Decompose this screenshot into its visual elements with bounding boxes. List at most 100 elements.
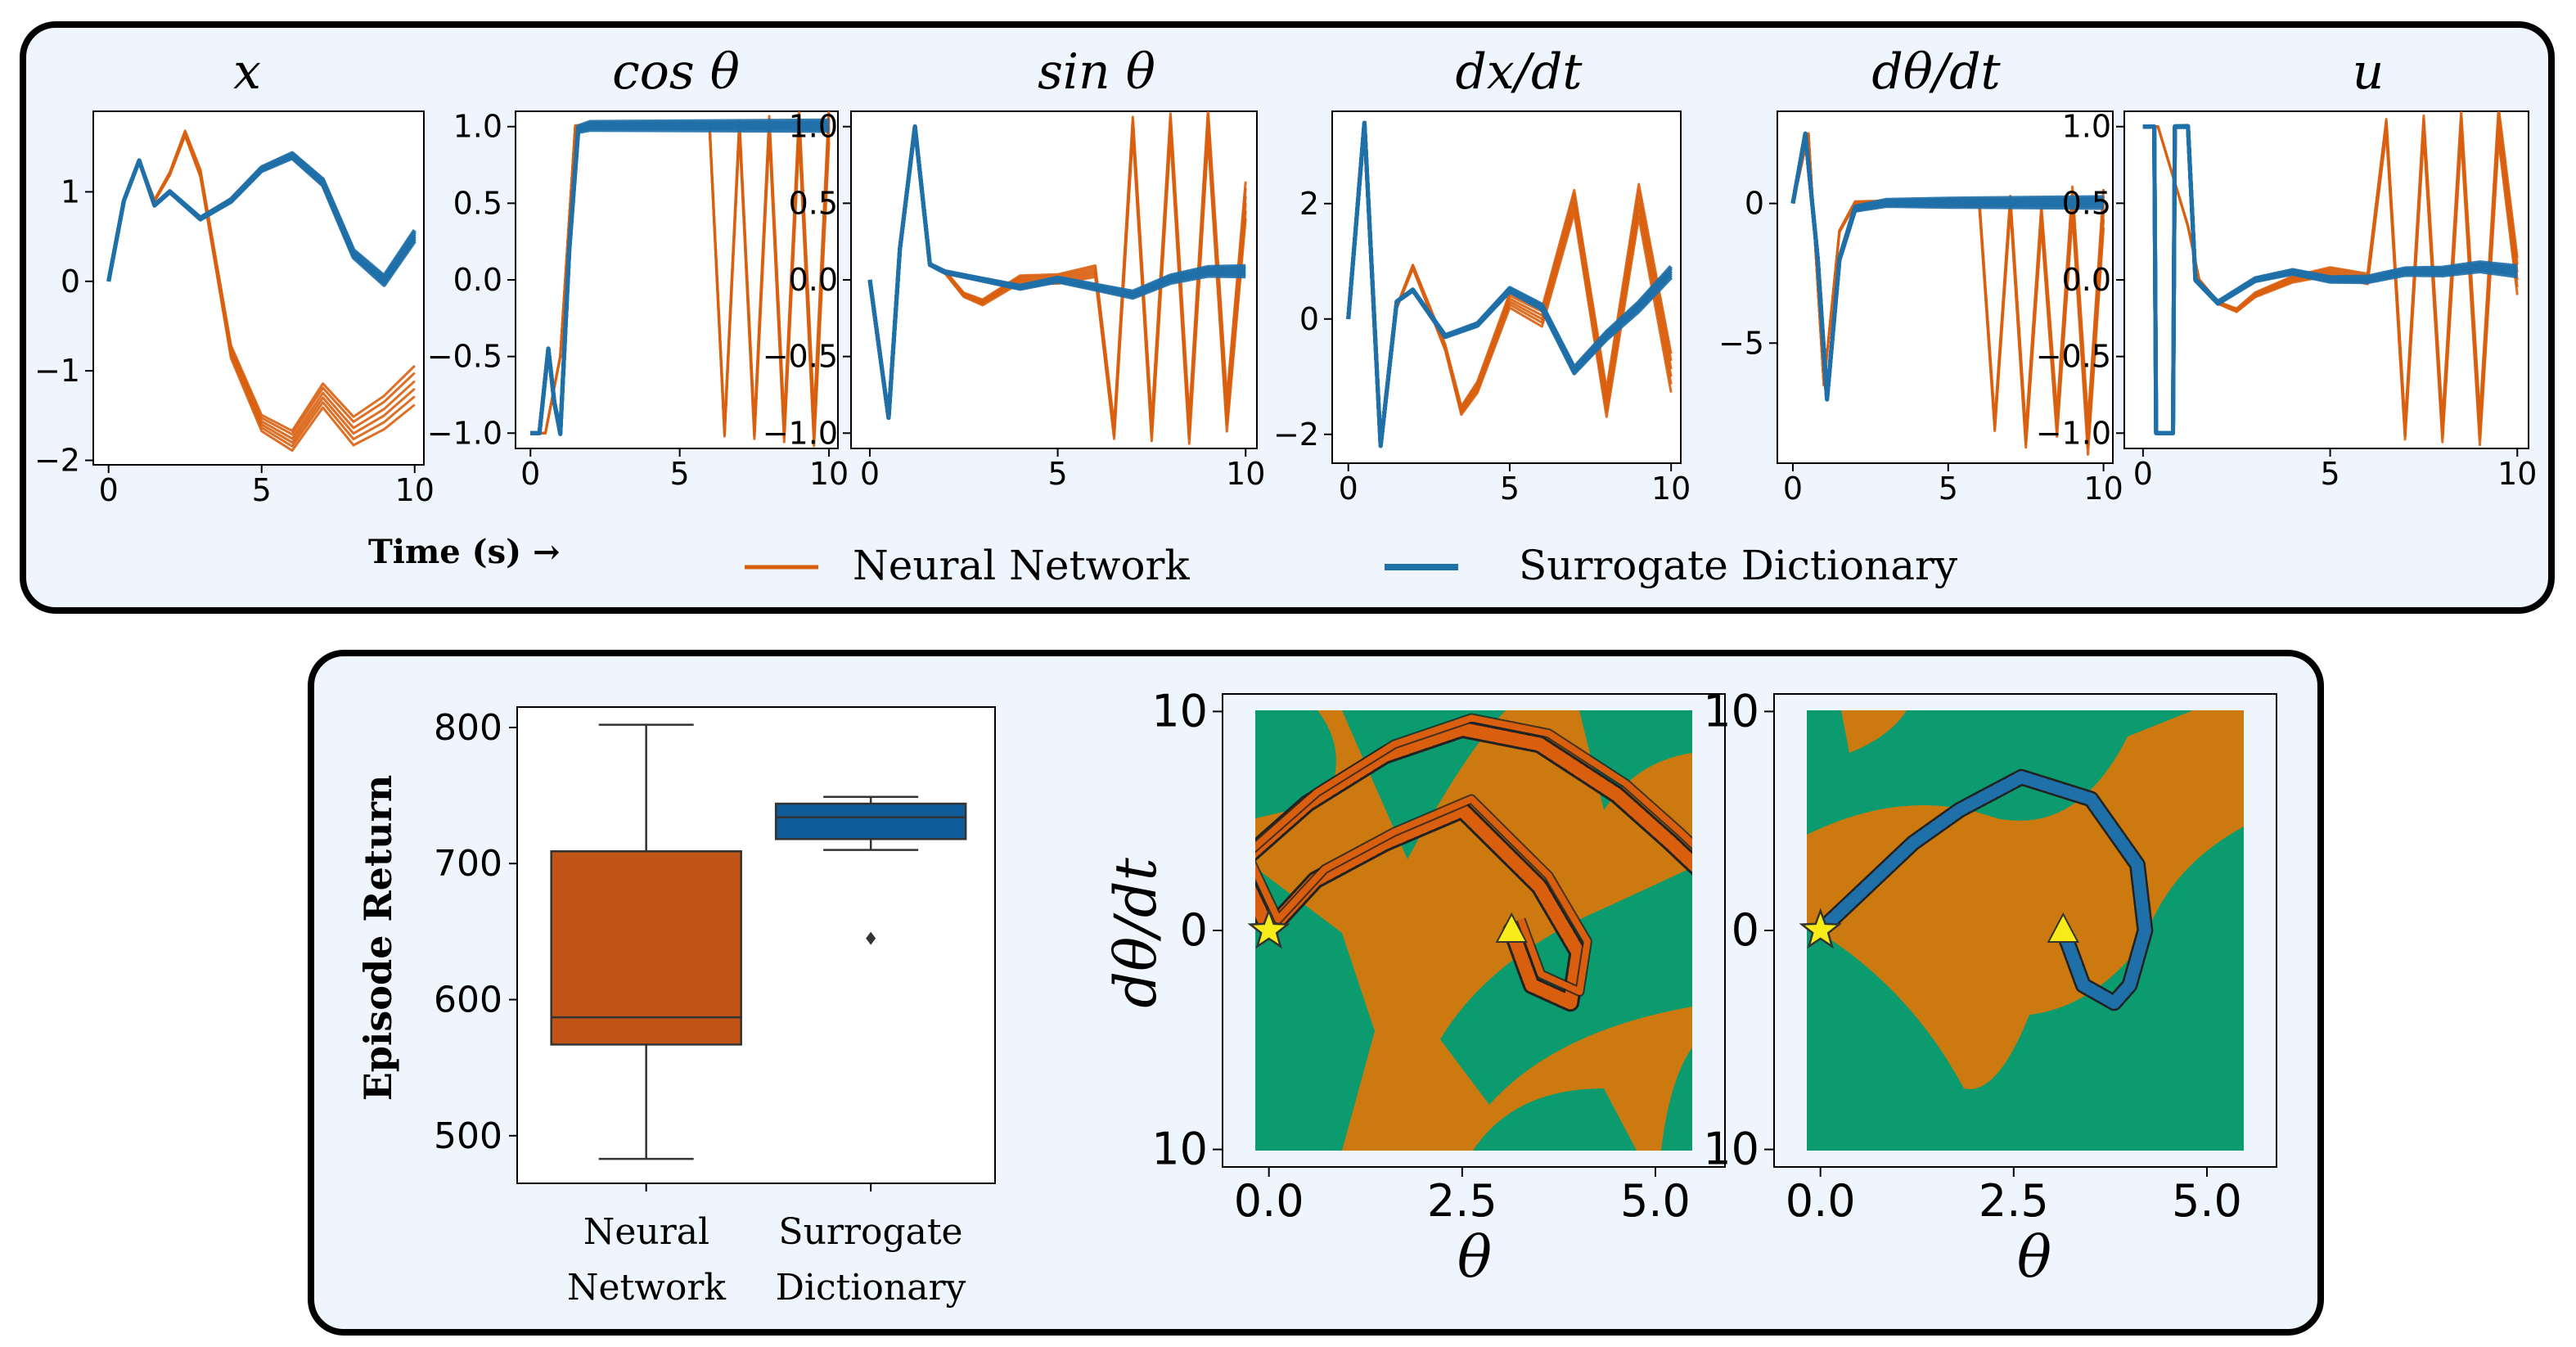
- y-tick-label: 0: [1732, 904, 1759, 956]
- x-tick-label: 5.0: [2172, 1175, 2242, 1227]
- x-tick-label: 5: [670, 456, 690, 492]
- subplot-x-title: x: [233, 43, 261, 101]
- y-tick-label: 700: [434, 843, 502, 885]
- y-tick-label: −0.5: [763, 339, 838, 375]
- x-tick-label: 2.5: [1427, 1175, 1497, 1227]
- y-tick-label: −0.5: [427, 339, 502, 375]
- subplot-lines: [530, 111, 831, 448]
- phase-neural-plot: 0.0 2.5 5.0 10 0 10: [1151, 685, 1726, 1227]
- x-tick-label: 10: [2083, 471, 2123, 507]
- goal-star-marker: [1247, 908, 1290, 949]
- subplot-u-title: u: [2353, 43, 2385, 101]
- y-tick-label: 600: [434, 980, 502, 1021]
- x-tick-label: 0: [1783, 471, 1803, 507]
- subplot-u-plot: 0 5 10 1.0 0.5 0.0 −0.5 −1.0: [2036, 109, 2538, 492]
- series-line-neural: [2142, 111, 2519, 426]
- phase-neural-ylabel: dθ/dt: [1102, 857, 1169, 1007]
- trajectory-line: [1814, 771, 2151, 1009]
- y-tick-label: 0.0: [2062, 262, 2111, 298]
- x-tick-label: 5: [1500, 471, 1520, 507]
- y-tick-label: −5: [1718, 325, 1764, 361]
- boxplot-plot: 800 700 600 500: [434, 706, 996, 1192]
- y-tick-label: −1.0: [763, 415, 838, 451]
- phase-trajectory: [1812, 768, 2154, 1011]
- x-tick-label: 5: [1047, 456, 1067, 492]
- subplot-u: u 0 5 10 1.0 0.5 0.0 −0.5 −1.0: [2036, 43, 2538, 492]
- y-tick-label: 10: [1703, 685, 1759, 737]
- x-tick-label: 5.0: [1620, 1175, 1691, 1227]
- y-tick-label: 800: [434, 707, 502, 749]
- phase-neural-green-bottom-mid: [1473, 1088, 1637, 1151]
- x-tick-label: 10: [2497, 456, 2537, 492]
- y-tick-label: −2: [1273, 417, 1319, 453]
- start-triangle-marker: [1495, 912, 1528, 943]
- subplot-sin-theta-plot: 0 5 10 1.0 0.5 0.0 −0.5 −1.0: [763, 109, 1266, 492]
- phase-neural-green-left-band: [1255, 867, 1375, 1151]
- subplot-lines: [1790, 131, 2105, 456]
- boxplot-category-neural-line1: Neural: [583, 1211, 709, 1253]
- subplot-lines: [1346, 120, 1673, 448]
- y-tick-label: 0: [1299, 301, 1319, 337]
- y-tick-label: 0: [61, 264, 80, 300]
- x-tick-label: 0: [99, 472, 119, 508]
- x-tick-label: 10: [809, 456, 849, 492]
- subplot-lines: [867, 111, 1247, 445]
- x-tick-label: 0.0: [1234, 1175, 1304, 1227]
- subplot-lines: [2142, 111, 2519, 447]
- series-line-neural: [530, 111, 831, 435]
- x-tick-label: 5: [252, 472, 272, 508]
- phase-surrogate-orange-top-left: [1841, 710, 1907, 753]
- y-tick-label: 0: [1745, 186, 1764, 222]
- phase-neural-green-bottom-right: [1661, 1047, 1692, 1151]
- x-tick-label: 10: [1226, 456, 1265, 492]
- phase-surrogate-orange-regions: [1807, 710, 2244, 1089]
- y-tick-label: −1: [34, 353, 80, 389]
- y-tick-label: 1.0: [789, 109, 838, 145]
- subplot-cos-theta-title: cos θ: [612, 43, 740, 101]
- phase-surrogate-orange-band: [1807, 710, 2244, 1089]
- phase-surrogate-xlabel: θ: [2017, 1223, 2051, 1291]
- x-tick-label: 5: [2320, 456, 2340, 492]
- x-tick-label: 2.5: [1979, 1175, 2049, 1227]
- y-tick-label: −0.5: [2036, 339, 2111, 375]
- x-tick-label: 5: [1939, 471, 1958, 507]
- y-tick-label: −2: [34, 443, 80, 479]
- y-tick-label: 10: [1151, 685, 1208, 737]
- series-line-surrogate: [1790, 131, 2104, 400]
- y-tick-label: −1.0: [427, 415, 502, 451]
- y-tick-label: 1.0: [2062, 109, 2111, 145]
- x-tick-label: 10: [1651, 471, 1691, 507]
- series-line-neural: [1791, 132, 2105, 433]
- y-tick-label: 0.5: [2062, 185, 2111, 221]
- y-tick-label: −1.0: [2036, 415, 2111, 451]
- subplot-sin-theta: sin θ 0 5 10 1.0 0.5 0.0 −0.5 −1.0: [763, 43, 1266, 492]
- phase-portrait-surrogate: 0.0 2.5 5.0 10 0 10 θ: [1703, 685, 2277, 1291]
- start-triangle-marker: [2047, 912, 2079, 943]
- phase-portrait-neural: 0.0 2.5 5.0 10 0 10 θ dθ/dt: [1102, 685, 1726, 1291]
- series-line-surrogate: [106, 151, 417, 282]
- subplot-dtheta-dt: dθ/dt 0 5 10 0 −5: [1718, 43, 2123, 507]
- subplot-dx-dt: dx/dt 0 5 10 2 0 −2: [1273, 43, 1691, 507]
- y-tick-label: 2: [1299, 186, 1319, 222]
- boxplot-category-neural-line2: Network: [567, 1267, 726, 1309]
- y-tick-label: 0.5: [789, 185, 838, 221]
- series-line-surrogate: [1346, 120, 1673, 448]
- x-tick-label: 0: [1339, 471, 1358, 507]
- y-tick-label: 500: [434, 1115, 502, 1157]
- y-tick-label: 10: [1703, 1124, 1759, 1175]
- legend-neural-label: Neural Network: [853, 542, 1190, 589]
- y-tick-label: 0.0: [789, 262, 838, 298]
- x-tick-label: 0: [2133, 456, 2153, 492]
- x-tick-label: 10: [395, 472, 435, 508]
- box-iqr: [550, 850, 742, 1046]
- y-tick-label: 0.0: [453, 262, 502, 298]
- series-line-surrogate: [530, 118, 830, 435]
- trajectory-line-secondary: [1255, 714, 1692, 995]
- series-line-surrogate: [867, 124, 1246, 420]
- boxplot-episode-return: Episode Return 800 700 600 500 Neural Netwo…: [356, 706, 996, 1309]
- x-tick-label: 0.0: [1786, 1175, 1856, 1227]
- x-tick-label: 0: [520, 456, 540, 492]
- phase-surrogate-plot: 0.0 2.5 5.0 10 0 10: [1703, 685, 2277, 1227]
- y-tick-label: 10: [1151, 1124, 1208, 1175]
